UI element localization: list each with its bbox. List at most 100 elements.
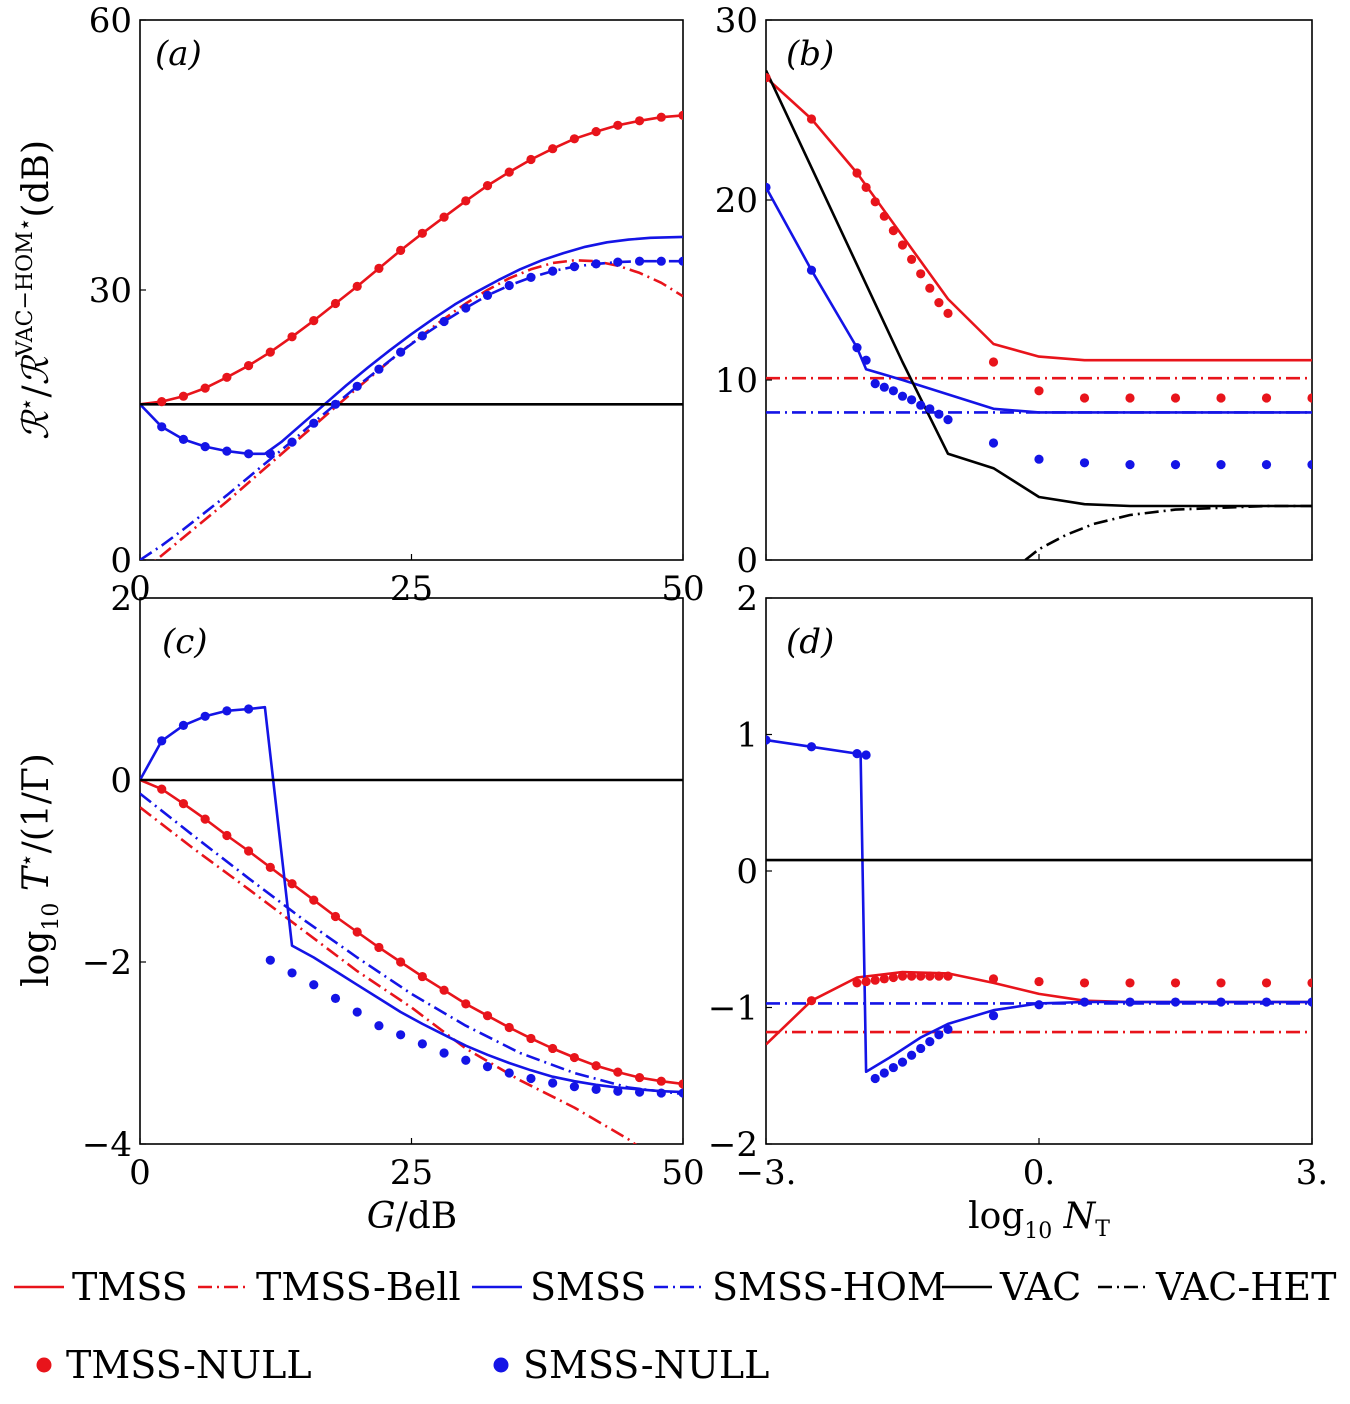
smss-null-point — [439, 316, 449, 327]
smss-hom-line — [140, 259, 683, 560]
legend-label-smss-null: SMSS-NULL — [523, 1343, 769, 1387]
tmss-null-point — [1170, 393, 1181, 403]
tmss-null-point — [613, 1067, 623, 1077]
tmss-null-point — [287, 879, 297, 889]
x-tick-label: 0 — [129, 569, 151, 609]
tmss-null-point — [656, 1076, 666, 1086]
tmss-null-point — [504, 167, 514, 177]
tmss-line — [766, 76, 1312, 362]
smss-null-point — [200, 711, 210, 721]
legend: TMSS TMSS-Bell SMSS SMSS-HOM VAC VAC-HET TMSS-… — [14, 1265, 1336, 1387]
tmss-null-point — [417, 228, 427, 238]
smss-null-point — [157, 422, 167, 432]
smss-null-point — [265, 955, 275, 965]
smss-null-point — [1170, 997, 1181, 1007]
tmss-null-point — [1261, 393, 1272, 403]
tmss-null-point — [178, 391, 189, 401]
x-axis-label: G/dB — [367, 1196, 457, 1237]
y-tick-label: 30 — [715, 1, 758, 41]
smss-null-point — [439, 1048, 449, 1058]
x-tick-label: 3. — [1296, 1153, 1328, 1193]
smss-null-point — [178, 434, 189, 444]
smss-null-point — [1079, 997, 1090, 1007]
smss-null-point — [907, 395, 917, 405]
legend-label-tmss-bell: TMSS-Bell — [256, 1265, 461, 1309]
tmss-null-point — [1170, 978, 1181, 988]
tmss-null-point — [1307, 393, 1312, 403]
tmss-null-point — [157, 397, 167, 407]
tmss-null-point — [461, 196, 471, 206]
smss-null-point — [879, 382, 889, 392]
tmss-null-point — [934, 971, 944, 981]
tmss-null-point — [988, 357, 999, 367]
tmss-null-point — [634, 116, 645, 126]
smss-null-point — [766, 735, 771, 745]
tmss-null-point — [766, 73, 771, 83]
tmss-null-point — [200, 814, 210, 824]
tmss-null-point — [1261, 978, 1272, 988]
smss-null-point — [548, 266, 558, 276]
tmss-null-point — [591, 127, 601, 137]
y-tick-label: 60 — [89, 1, 132, 41]
smss-hom-line — [140, 792, 683, 1096]
plot-frame — [765, 597, 1313, 1145]
legend-label-smss-hom: SMSS-HOM — [712, 1265, 946, 1309]
smss-null-point — [352, 1007, 362, 1017]
tmss-null-point — [916, 971, 926, 981]
tmss-null-point — [925, 283, 935, 293]
tmss-null-point — [897, 240, 908, 250]
tmss-null-point — [678, 1079, 683, 1089]
smss-null-point — [897, 391, 908, 401]
tmss-null-point — [200, 383, 210, 393]
y-tick-label: −2 — [82, 943, 132, 983]
smss-null-point — [287, 968, 297, 978]
smss-null-point — [634, 256, 645, 266]
legend-label-tmss-null: TMSS-NULL — [66, 1343, 312, 1387]
smss-null-point — [200, 442, 210, 452]
y-tick-label: 2 — [110, 579, 132, 619]
smss-null-point — [988, 1011, 999, 1021]
tmss-null-point — [309, 316, 319, 326]
smss-null-point — [374, 1021, 384, 1031]
tmss-null-point — [806, 996, 817, 1006]
tmss-null-point — [439, 212, 449, 222]
tmss-null-point — [1034, 976, 1044, 987]
smss-null-point — [591, 259, 601, 269]
smss-null-point — [766, 182, 771, 192]
tmss-null-point — [943, 971, 953, 981]
smss-null-point — [634, 1087, 645, 1097]
y-tick-label: 0 — [736, 852, 758, 892]
y-tick-label: −2 — [708, 1125, 758, 1165]
tmss-null-point — [417, 971, 427, 982]
panel-label: (a) — [155, 34, 202, 74]
tmss-null-point — [907, 971, 917, 981]
tmss-null-point — [504, 1022, 514, 1033]
vac-het-line — [1024, 504, 1312, 560]
tmss-null-point — [870, 975, 880, 985]
tmss-null-point — [879, 974, 889, 984]
tmss-null-point — [916, 269, 926, 279]
y-tick-label: 20 — [715, 181, 758, 221]
tmss-null-point — [482, 1011, 493, 1021]
tmss-null-point — [569, 1052, 580, 1063]
smss-null-point — [806, 265, 817, 275]
tmss-null-point — [396, 245, 406, 255]
smss-null-point — [222, 706, 232, 716]
tmss-null-point — [613, 120, 623, 130]
y-axis-label-c: log10 T⋆/(1/Γ) — [15, 753, 64, 987]
smss-null-point — [1307, 997, 1312, 1007]
smss-null-point — [157, 736, 167, 746]
smss-null-point — [678, 256, 683, 266]
y-tick-label: 0 — [110, 541, 132, 581]
tmss-null-point — [330, 298, 341, 309]
smss-null-point — [925, 1037, 935, 1047]
legend-label-vac-het: VAC-HET — [1155, 1265, 1336, 1309]
y-tick-label: 2 — [736, 579, 758, 619]
smss-null-point — [870, 1073, 880, 1084]
x-axis-label-d: log10 NT — [968, 1196, 1110, 1244]
smss-null-point — [330, 993, 341, 1004]
y-tick-label: −4 — [82, 1125, 132, 1165]
vac-line — [766, 69, 1312, 508]
smss-null-point — [879, 1068, 889, 1078]
